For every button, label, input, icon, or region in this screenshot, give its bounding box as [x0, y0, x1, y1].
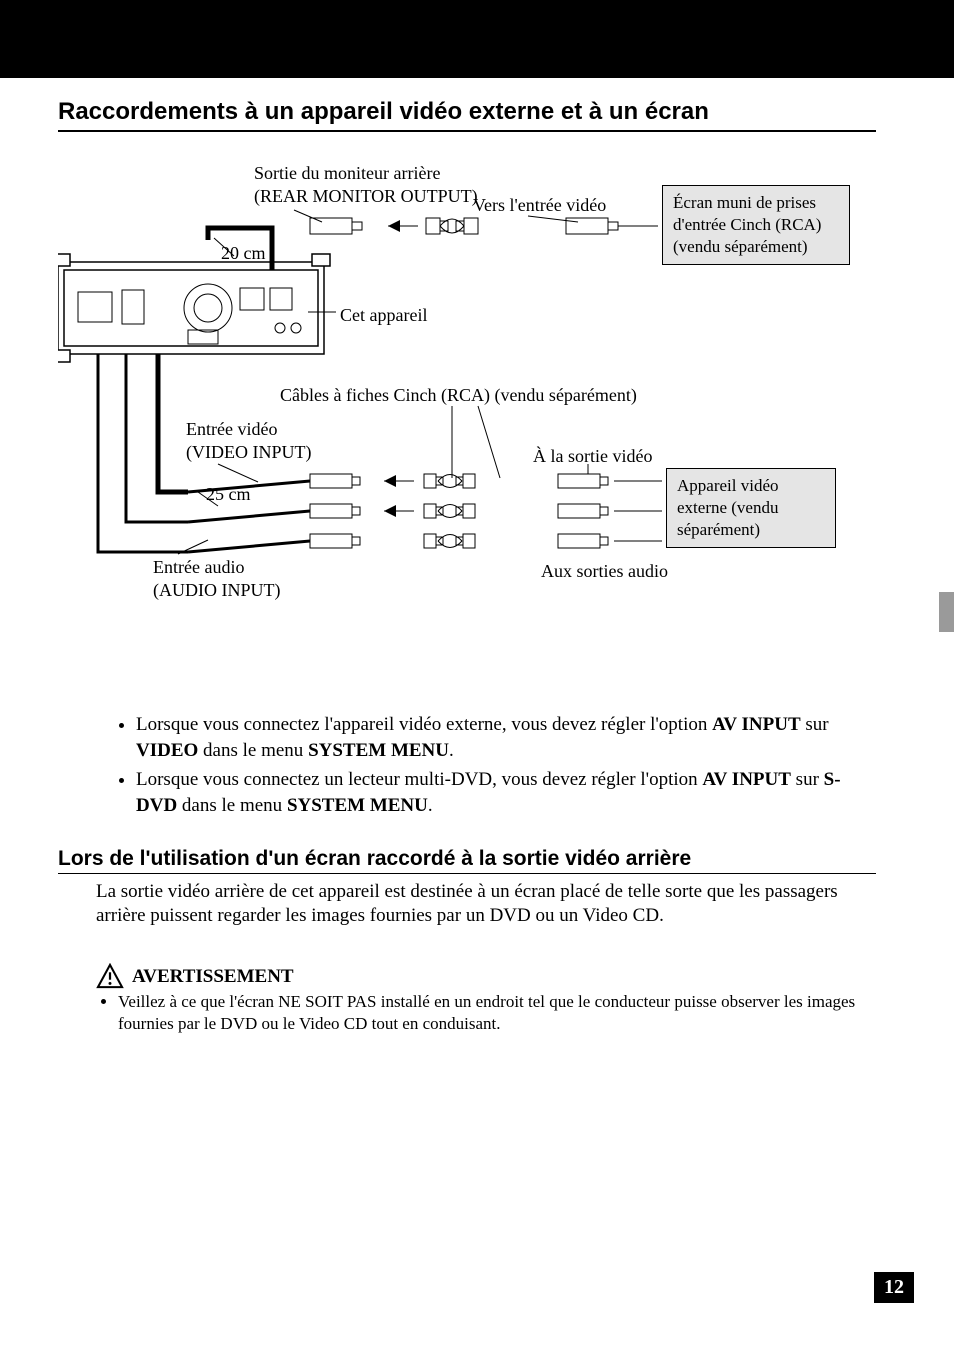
- text: .: [449, 740, 454, 761]
- lead: [188, 511, 310, 522]
- text-bold: SYSTEM MENU: [287, 795, 428, 816]
- header-black-bar: [0, 0, 954, 78]
- row-connectors-1: [310, 474, 662, 488]
- warning-header: AVERTISSEMENT: [58, 963, 876, 989]
- rca-connector: [566, 218, 618, 234]
- warning-title: AVERTISSEMENT: [132, 966, 294, 989]
- warning-item: Veillez à ce que l'écran NE SOIT PAS ins…: [118, 991, 876, 1035]
- text: sur: [791, 769, 824, 790]
- main-title: Raccordements à un appareil vidéo extern…: [58, 98, 876, 132]
- text-bold: SYSTEM MENU: [308, 740, 449, 761]
- connection-diagram: Sortie du moniteur arrière (REAR MONITOR…: [58, 162, 878, 642]
- page-content: Raccordements à un appareil vidéo extern…: [0, 78, 954, 1035]
- pointer-20cm: [214, 238, 234, 256]
- diagram-svg: [58, 162, 878, 632]
- cable-drop: [158, 354, 188, 492]
- text: dans le menu: [177, 795, 287, 816]
- tab: [58, 350, 70, 362]
- lead: [188, 541, 310, 552]
- text: .: [428, 795, 433, 816]
- rca-connector: [426, 218, 478, 234]
- side-tab: [939, 592, 954, 632]
- notes-list: Lorsque vous connectez l'appareil vidéo …: [58, 712, 876, 819]
- pointer: [294, 210, 322, 222]
- pointer: [218, 464, 258, 482]
- pointer-25cm: [198, 492, 218, 506]
- lead: [188, 481, 310, 492]
- text-bold: VIDEO: [136, 740, 198, 761]
- head-unit-inner: [64, 270, 318, 346]
- sub-title: Lors de l'utilisation d'un écran raccord…: [58, 847, 876, 874]
- text-bold: AV INPUT: [712, 714, 801, 735]
- text: Lorsque vous connectez un lecteur multi-…: [136, 769, 702, 790]
- warning-list: Veillez à ce que l'écran NE SOIT PAS ins…: [58, 991, 876, 1035]
- note-item: Lorsque vous connectez un lecteur multi-…: [136, 767, 876, 818]
- warning-icon: [96, 963, 124, 989]
- text-bold: AV INPUT: [702, 769, 791, 790]
- note-item: Lorsque vous connectez l'appareil vidéo …: [136, 712, 876, 763]
- arrowhead: [388, 220, 400, 232]
- page-number: 12: [874, 1272, 914, 1303]
- pointer: [478, 406, 500, 478]
- row-connectors-2: [310, 504, 662, 518]
- tab: [58, 254, 70, 266]
- text: Lorsque vous connectez l'appareil vidéo …: [136, 714, 712, 735]
- row-connectors-3: [310, 534, 662, 548]
- tab: [312, 254, 330, 266]
- text: dans le menu: [198, 740, 308, 761]
- text: sur: [801, 714, 829, 735]
- body-paragraph: La sortie vidéo arrière de cet appareil …: [58, 880, 876, 929]
